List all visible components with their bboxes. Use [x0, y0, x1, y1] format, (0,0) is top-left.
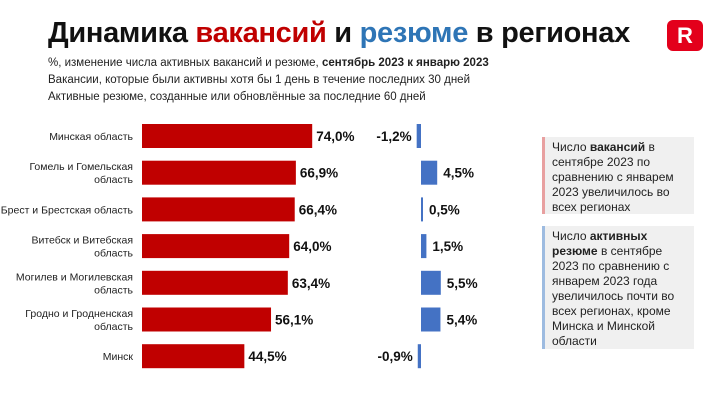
resume-bar: [421, 307, 441, 332]
category-label: Минск: [103, 351, 134, 363]
resume-value-label: -0,9%: [377, 349, 412, 364]
title-text: в регионах: [468, 17, 630, 49]
vacancy-bar: [142, 197, 295, 222]
logo: R: [667, 20, 703, 51]
resume-bar: [421, 160, 438, 185]
category-label: область: [94, 321, 133, 333]
category-label: Минская область: [49, 131, 133, 143]
resume-value-label: -1,2%: [376, 129, 411, 144]
subtitle-period: сентябрь 2023 к январю 2023: [321, 57, 489, 69]
resume-bar: [421, 197, 423, 222]
vacancy-value-label: 63,4%: [292, 276, 330, 291]
vacancy-value-label: 66,4%: [299, 202, 337, 217]
category-label: Гродно и Гродненская: [25, 308, 133, 320]
resume-value-label: 5,4%: [446, 313, 477, 328]
vacancy-bar: [142, 344, 245, 369]
vacancy-bar: [142, 124, 313, 148]
note-resumes: Активные резюме, созданные или обновлённ…: [48, 91, 426, 103]
vacancy-bar: [142, 160, 296, 185]
callout-text: Число: [552, 229, 590, 243]
resume-value-label: 0,5%: [429, 202, 460, 217]
category-label: Витебск и Витебская: [32, 235, 134, 247]
resume-bar: [421, 234, 427, 259]
note-vacancies: Вакансии, которые были активны хотя бы 1…: [48, 74, 470, 86]
resume-bar: [417, 344, 421, 369]
callout-text: в сентябре 2023 по сравнению с январем 2…: [552, 244, 675, 348]
category-label: Могилев и Могилевская: [16, 271, 133, 283]
vacancy-bar: [142, 270, 288, 295]
vacancy-bar: [142, 307, 272, 332]
category-label: Брест и Брестская область: [1, 204, 134, 216]
callout-text: Число: [552, 140, 590, 154]
resume-value-label: 5,5%: [447, 276, 478, 291]
category-label: область: [94, 174, 133, 186]
vacancy-value-label: 56,1%: [275, 313, 313, 328]
resume-bar: [421, 270, 441, 295]
resume-value-label: 4,5%: [443, 166, 474, 181]
title-text: и: [326, 17, 360, 49]
category-label: Гомель и Гомельская: [29, 161, 133, 173]
vacancy-value-label: 74,0%: [316, 129, 354, 144]
subtitle-text: %, изменение числа активных вакансий и р…: [48, 57, 322, 69]
title-vacancies: вакансий: [195, 17, 327, 49]
vacancy-value-label: 66,9%: [300, 166, 338, 181]
subtitle: %, изменение числа активных вакансий и р…: [48, 57, 489, 69]
callout-vacancies: Число вакансий в сентябре 2023 по сравне…: [542, 137, 694, 214]
page-title: Динамика вакансий и резюме в регионах: [48, 17, 630, 50]
title-text: Динамика: [48, 17, 196, 49]
vacancy-value-label: 44,5%: [248, 349, 286, 364]
callout-resumes: Число активных резюме в сентябре 2023 по…: [542, 226, 694, 349]
category-label: область: [94, 248, 133, 260]
resume-value-label: 1,5%: [432, 239, 463, 254]
callout-text: в сентябре 2023 по сравнению с январем 2…: [552, 140, 674, 214]
vacancy-bar: [142, 234, 290, 259]
callout-bold: активных резюме: [552, 229, 648, 258]
category-label: область: [94, 284, 133, 296]
callout-bold: вакансий: [589, 140, 646, 154]
title-resumes: резюме: [359, 17, 469, 49]
resume-bar: [416, 124, 421, 148]
vacancy-value-label: 64,0%: [293, 239, 331, 254]
